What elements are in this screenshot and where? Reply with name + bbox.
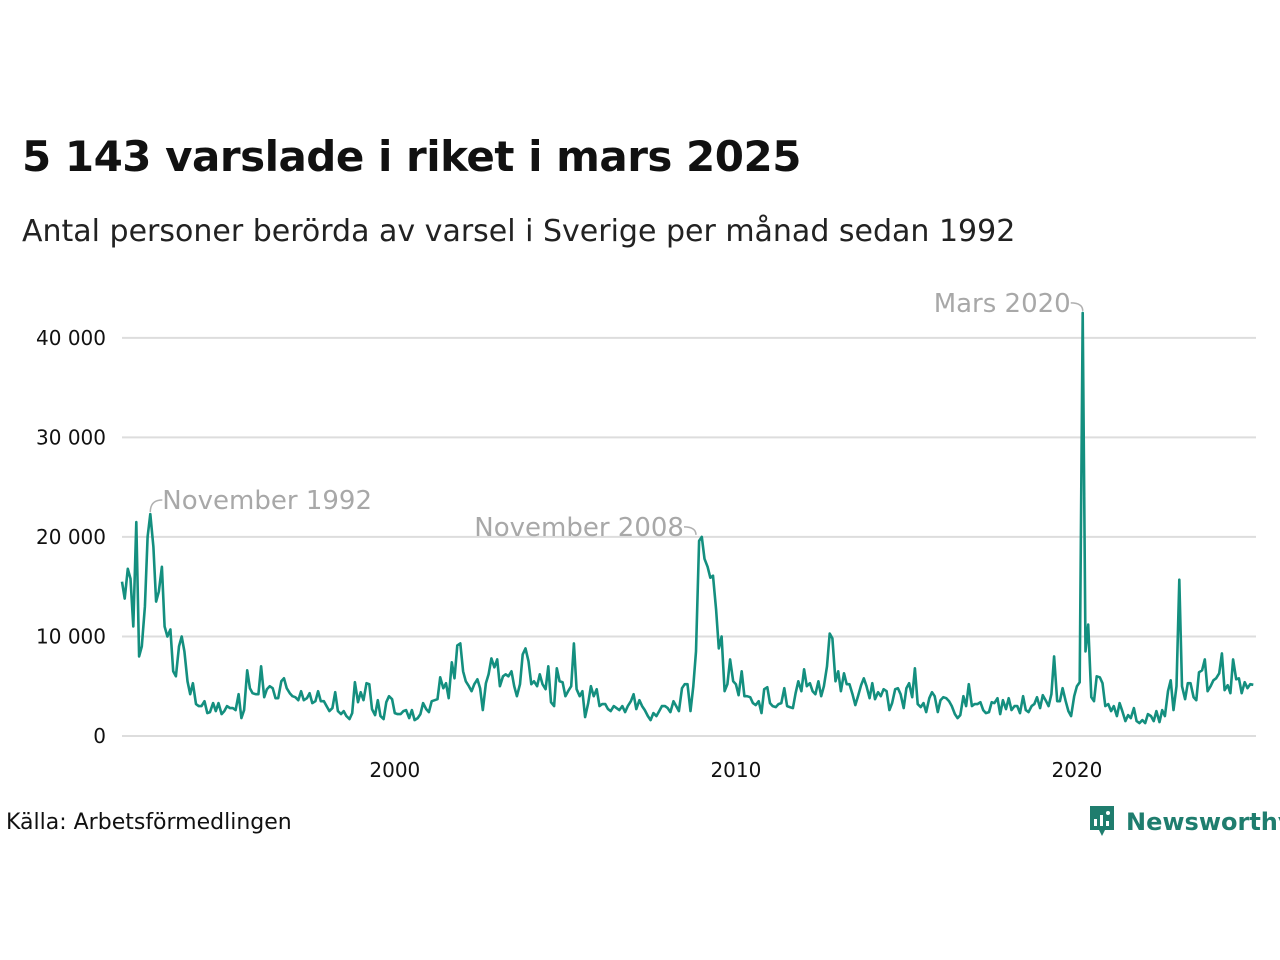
x-tick-label: 2020	[1051, 758, 1102, 782]
brand-name: Newsworthy	[1126, 808, 1280, 836]
annotations: November 1992 November 2008 Mars 2020	[149, 289, 1084, 543]
series-line	[120, 311, 1254, 725]
x-axis: 2000 2010 2020	[369, 758, 1102, 782]
annotation: Mars 2020	[934, 289, 1084, 319]
y-tick-label: 20 000	[36, 525, 106, 549]
grid-lines	[122, 336, 1256, 737]
annotation: November 1992	[149, 486, 372, 516]
annotation: November 2008	[474, 513, 697, 543]
source-note: Källa: Arbetsförmedlingen	[6, 810, 292, 835]
x-tick-label: 2010	[710, 758, 761, 782]
annotation-connector	[149, 499, 163, 513]
y-tick-label: 30 000	[36, 425, 106, 449]
chart-title: 5 143 varslade i riket i mars 2025	[22, 132, 801, 181]
annotation-label: November 2008	[474, 513, 684, 543]
y-tick-label: 10 000	[36, 624, 106, 648]
chart-subtitle: Antal personer berörda av varsel i Sveri…	[22, 214, 1016, 249]
annotation-label: November 1992	[162, 486, 372, 516]
newsworthy-logo-icon	[1090, 806, 1114, 836]
y-tick-label: 40 000	[36, 326, 106, 350]
y-axis: 0 10 000 20 000 30 000 40 000	[36, 326, 106, 748]
brand-logo[interactable]: Newsworthy	[1088, 804, 1280, 840]
annotation-connector	[683, 526, 697, 535]
y-tick-label: 0	[93, 724, 106, 748]
annotation-connector	[1070, 302, 1084, 311]
x-tick-label: 2000	[369, 758, 420, 782]
annotation-label: Mars 2020	[934, 289, 1071, 319]
series-group	[120, 311, 1254, 725]
